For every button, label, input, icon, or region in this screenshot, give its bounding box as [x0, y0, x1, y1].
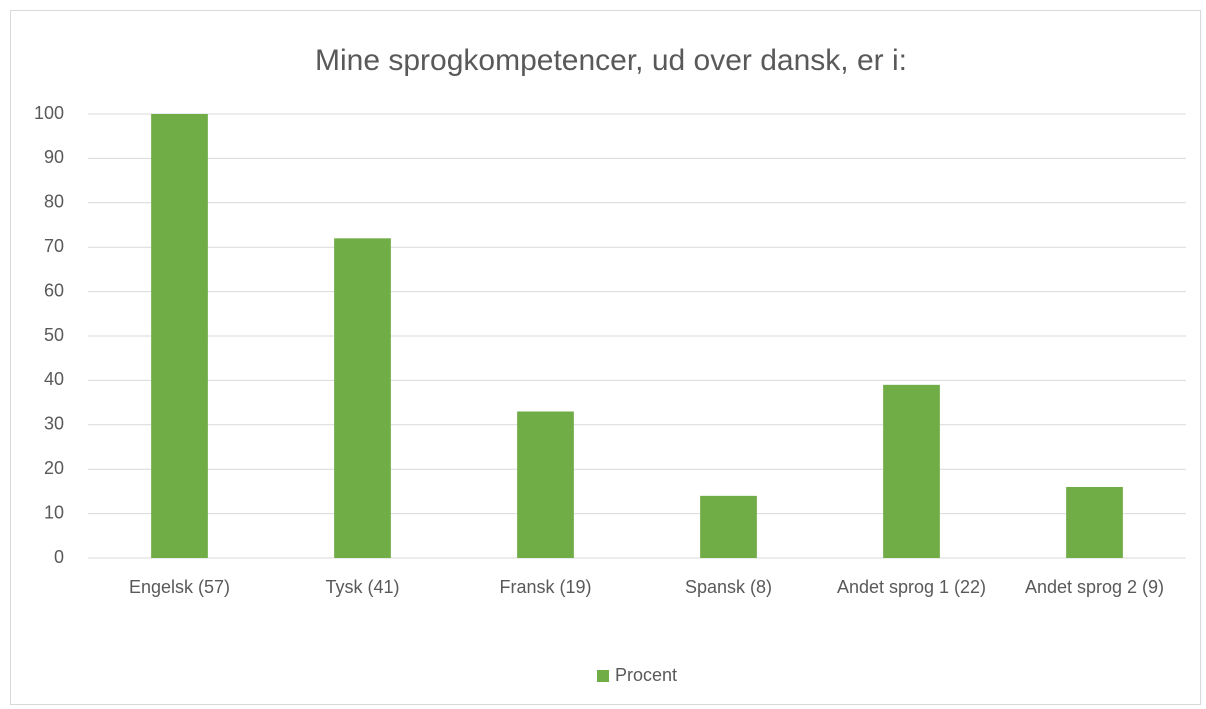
- bar: [334, 238, 391, 558]
- bar: [700, 495, 757, 558]
- y-tick-label: 80: [44, 192, 64, 212]
- y-tick-label: 100: [34, 103, 64, 123]
- bar: [1066, 486, 1123, 558]
- chart-border: [10, 10, 1201, 705]
- legend-swatch: [596, 670, 609, 682]
- x-tick-label: Andet sprog 2 (9): [1025, 577, 1164, 597]
- y-tick-label: 0: [54, 547, 64, 567]
- x-tick-label: Fransk (19): [499, 577, 591, 597]
- y-tick-label: 60: [44, 280, 64, 300]
- bar: [883, 384, 940, 558]
- bar: [151, 114, 208, 558]
- y-tick-label: 20: [44, 458, 64, 478]
- y-tick-label: 70: [44, 236, 64, 256]
- x-tick-label: Andet sprog 1 (22): [837, 577, 986, 597]
- y-tick-label: 30: [44, 414, 64, 434]
- y-tick-label: 10: [44, 502, 64, 522]
- bar: [517, 411, 574, 558]
- x-tick-label: Spansk (8): [685, 577, 772, 597]
- x-tick-label: Engelsk (57): [129, 577, 230, 597]
- legend-label: Procent: [615, 665, 677, 685]
- legend: Procent: [596, 665, 677, 685]
- y-tick-label: 90: [44, 147, 64, 167]
- y-tick-label: 50: [44, 325, 64, 345]
- y-tick-label: 40: [44, 369, 64, 389]
- x-tick-label: Tysk (41): [325, 577, 399, 597]
- chart-title: Mine sprogkompetencer, ud over dansk, er…: [315, 44, 907, 77]
